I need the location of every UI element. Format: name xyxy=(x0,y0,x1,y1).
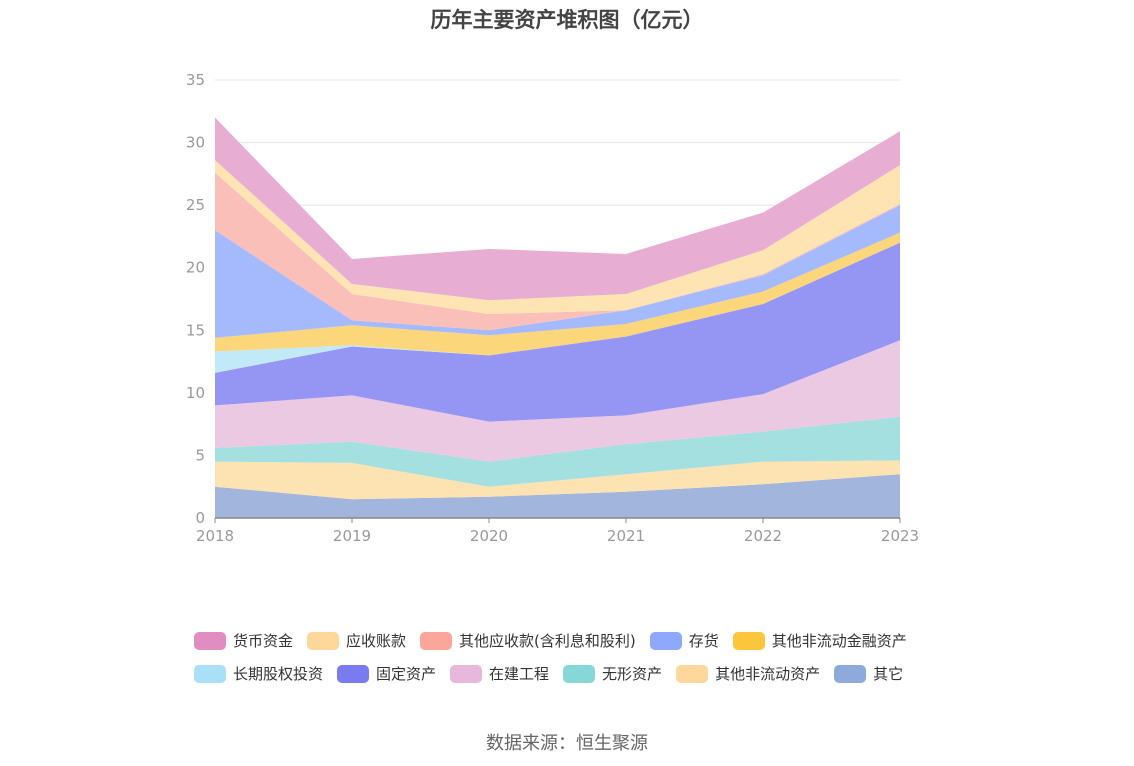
legend-item[interactable]: 长期股权投资 xyxy=(194,663,323,684)
y-tick-label: 25 xyxy=(186,196,205,214)
legend-item[interactable]: 应收账款 xyxy=(307,630,406,651)
area-series-9 xyxy=(215,160,900,315)
area-series-2 xyxy=(215,416,900,487)
legend-label: 在建工程 xyxy=(489,665,550,683)
legend-swatch xyxy=(732,631,765,650)
y-tick-label: 5 xyxy=(195,446,205,464)
area-series-7 xyxy=(215,205,900,338)
y-tick-label: 30 xyxy=(186,134,205,152)
area-series-0 xyxy=(215,474,900,518)
x-tick-label: 2022 xyxy=(744,527,782,545)
legend-label: 其它 xyxy=(873,665,904,683)
legend-item[interactable]: 无形资产 xyxy=(563,663,662,684)
legend-swatch xyxy=(450,664,483,683)
legend-swatch xyxy=(307,631,340,650)
area-series-3 xyxy=(215,340,900,462)
y-tick-label: 20 xyxy=(186,259,205,277)
legend-item[interactable]: 其他非流动金融资产 xyxy=(732,630,907,651)
legend-item[interactable]: 其它 xyxy=(834,663,903,684)
y-tick-label: 15 xyxy=(186,321,205,339)
y-tick-label: 0 xyxy=(195,509,205,527)
stacked-area-chart: 0 5 10 15 20 25 30 35 2018 2019 2020 2021 2022 2023 xyxy=(186,71,919,545)
x-tick-label: 2020 xyxy=(470,527,508,545)
area-series-1 xyxy=(215,460,900,500)
legend-label: 存货 xyxy=(688,632,719,650)
y-tick-label: 10 xyxy=(186,384,205,402)
legend-item[interactable]: 货币资金 xyxy=(194,630,293,651)
area-series-6 xyxy=(215,232,900,356)
y-tick-label: 35 xyxy=(186,71,205,89)
legend-label: 其他非流动资产 xyxy=(715,665,821,683)
legend-item[interactable]: 在建工程 xyxy=(450,663,549,684)
data-source: 数据来源：恒生聚源 xyxy=(486,733,648,754)
legend-item[interactable]: 存货 xyxy=(649,630,719,651)
area-series-4 xyxy=(215,242,900,422)
legend-item[interactable]: 其他应收款(含利息和股利) xyxy=(420,630,636,651)
legend-swatch xyxy=(337,664,370,683)
legend-swatch xyxy=(563,664,596,683)
legend-swatch xyxy=(676,664,709,683)
legend-label: 其他应收款(含利息和股利) xyxy=(459,632,636,650)
legend-label: 其他非流动金融资产 xyxy=(771,632,907,650)
legend-row-1: 货币资金 应收账款 其他应收款(含利息和股利) 存货 其他非流动金融资产 xyxy=(194,630,974,651)
legend-label: 应收账款 xyxy=(346,632,407,650)
legend: 货币资金 应收账款 其他应收款(含利息和股利) 存货 其他非流动金融资产 长期股权投资 固… xyxy=(194,630,974,696)
legend-item[interactable]: 其他非流动资产 xyxy=(676,663,820,684)
area-series-10 xyxy=(215,117,900,301)
x-tick-label: 2019 xyxy=(333,527,371,545)
legend-label: 货币资金 xyxy=(233,632,294,650)
legend-label: 无形资产 xyxy=(602,665,663,683)
legend-label: 固定资产 xyxy=(376,665,437,683)
legend-swatch xyxy=(194,664,226,683)
legend-swatch xyxy=(649,631,682,650)
legend-swatch xyxy=(194,631,226,650)
x-tick-label: 2021 xyxy=(607,527,645,545)
legend-label: 长期股权投资 xyxy=(233,665,324,683)
x-tick-label: 2023 xyxy=(881,527,919,545)
legend-row-2: 长期股权投资 固定资产 在建工程 无形资产 其他非流动资产 其它 xyxy=(194,663,974,684)
chart-title: 历年主要资产堆积图（亿元） xyxy=(430,8,704,32)
legend-swatch xyxy=(420,631,453,650)
x-tick-label: 2018 xyxy=(196,527,234,545)
legend-swatch xyxy=(834,664,867,683)
legend-item[interactable]: 固定资产 xyxy=(337,663,436,684)
